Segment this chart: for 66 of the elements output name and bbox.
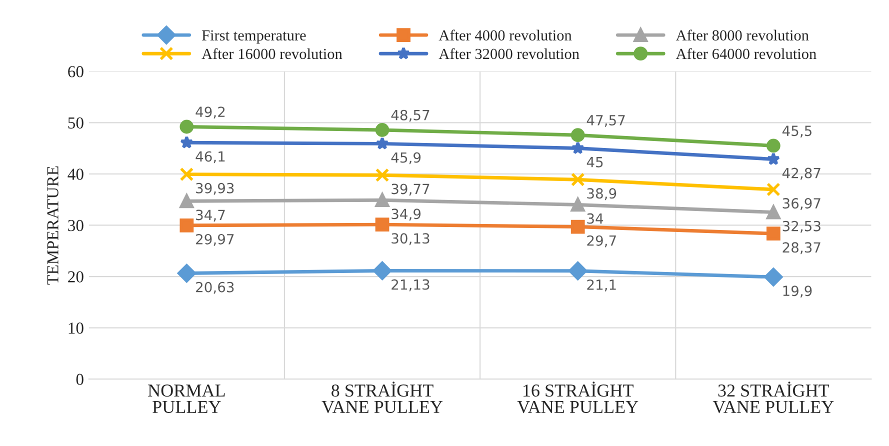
point xyxy=(180,167,194,182)
y-tick-label: 0 xyxy=(76,374,84,386)
point xyxy=(375,123,390,137)
data-label: 29,97 xyxy=(196,234,234,246)
data-label: 39,93 xyxy=(196,182,234,195)
point xyxy=(766,205,780,220)
legend-label: After 32000 revolution xyxy=(438,48,580,60)
data-label: 34 xyxy=(587,213,604,224)
data-label: 32,53 xyxy=(782,220,820,233)
data-label: 45,9 xyxy=(391,152,421,164)
x-tick-label: 8 STRAİGHT VANE PULLEY xyxy=(322,382,443,414)
x-tick-label: NORMAL PULLEY xyxy=(148,384,225,414)
legend-label: After 16000 revolution xyxy=(202,48,342,60)
point xyxy=(375,193,390,208)
y-tick-label: 60 xyxy=(68,66,84,78)
legend-label: After 4000 revolution xyxy=(438,30,572,41)
point xyxy=(180,194,194,208)
data-label: 28,37 xyxy=(782,242,820,254)
data-label: 36,97 xyxy=(782,198,820,210)
legend-label: First temperature xyxy=(202,30,306,44)
point xyxy=(764,268,783,286)
point xyxy=(766,138,780,153)
point xyxy=(571,141,585,154)
data-label: 30,13 xyxy=(392,233,430,246)
y-axis-title: TEMPERATURE xyxy=(47,166,58,285)
data-label: 48,57 xyxy=(391,110,430,122)
y-tick-label: 10 xyxy=(68,322,84,334)
y-tick-label: 20 xyxy=(68,271,84,282)
data-label: 45,5 xyxy=(782,126,812,138)
data-label: 42,87 xyxy=(782,168,820,180)
x-tick-label: 32 STRAİGHT VANE PULLEY xyxy=(712,382,834,414)
point xyxy=(568,262,588,280)
y-tick-label: 30 xyxy=(68,220,84,232)
point xyxy=(766,152,780,166)
data-label: 45 xyxy=(586,157,603,168)
data-label: 20,63 xyxy=(196,282,234,294)
point xyxy=(570,128,585,142)
data-label: 29,7 xyxy=(587,235,616,248)
data-label: 49,2 xyxy=(196,106,225,119)
point xyxy=(177,264,196,283)
data-label: 21,13 xyxy=(392,279,430,292)
legend-label: After 64000 revolution xyxy=(676,48,816,60)
point xyxy=(766,182,780,196)
legend-label: After 8000 revolution xyxy=(676,30,809,41)
point xyxy=(180,136,194,149)
y-tick-label: 40 xyxy=(68,168,84,180)
point xyxy=(375,168,390,182)
point xyxy=(376,136,389,150)
data-label: 21,1 xyxy=(587,279,616,292)
point xyxy=(180,218,194,232)
y-tick-label: 50 xyxy=(68,117,84,129)
data-label: 19,9 xyxy=(783,286,812,298)
data-label: 47,57 xyxy=(586,115,625,127)
point xyxy=(766,226,780,241)
point xyxy=(570,172,585,187)
point xyxy=(375,218,390,232)
x-tick-label: 16 STRAİGHT VANE PULLEY xyxy=(517,382,638,414)
point xyxy=(373,261,392,280)
data-label: 39,77 xyxy=(392,184,430,196)
data-label: 34,7 xyxy=(196,210,225,222)
point xyxy=(570,198,585,212)
point xyxy=(570,220,585,234)
data-label: 34,9 xyxy=(392,208,421,221)
data-label: 38,9 xyxy=(587,188,616,200)
point xyxy=(180,120,194,134)
data-label: 46,1 xyxy=(196,151,225,164)
